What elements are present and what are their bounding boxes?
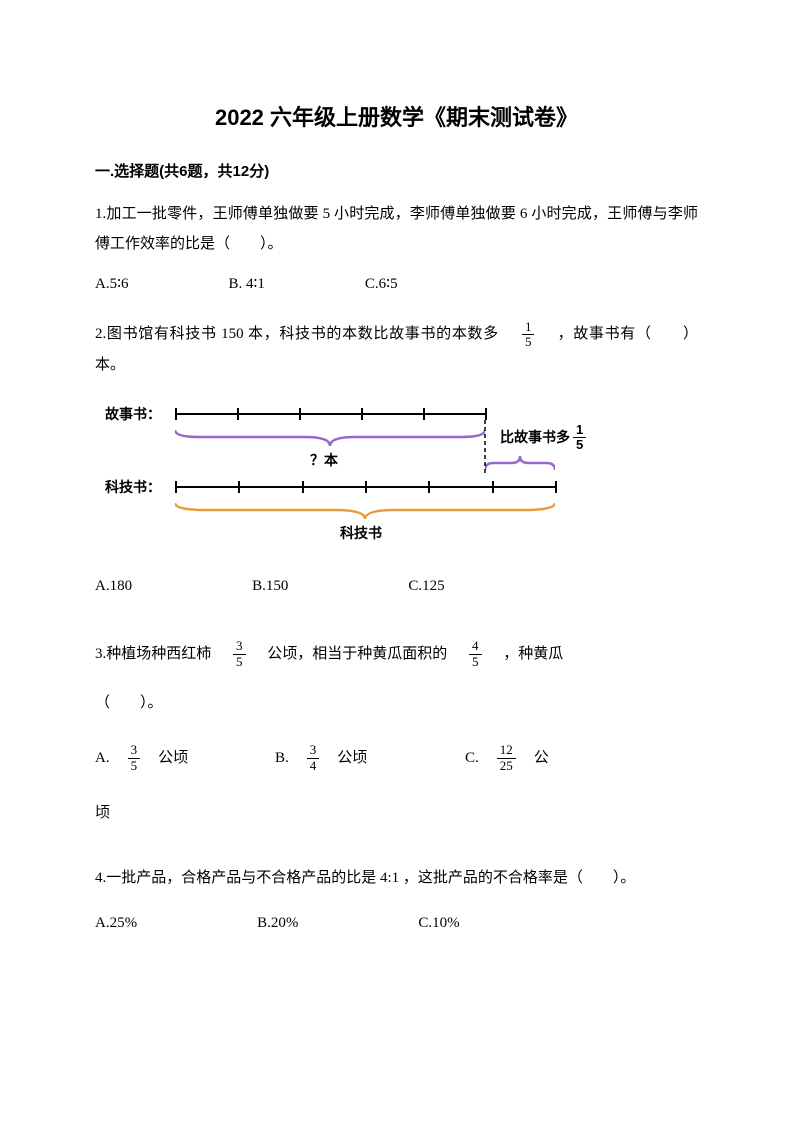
question-4: 4.一批产品，合格产品与不合格产品的比是 4:1 ，这批产品的不合格率是（ ）。… [95,863,698,938]
q3-a-prefix: A. [95,743,125,773]
q3-c-suffix: 公 [519,743,549,773]
q3-c-frac: 12 25 [497,743,516,773]
q3-option-a: A. 3 5 公顷 [95,743,275,773]
diagram-tech-row: 科技书： [105,473,698,501]
q3-b-suffix: 公顷 [322,743,367,773]
q4-option-a: A.25% [95,908,137,938]
q3-f1-num: 3 [233,639,246,654]
diagram-story-label: 故事书： [105,400,175,428]
diagram-tech-label: 科技书： [105,473,175,501]
q3-text-p2: 公顷，相当于种黄瓜面积的 [252,646,462,662]
q2-text-before: 2.图书馆有科技书 150 本，科技书的本数比故事书的本数多 [95,326,515,342]
diagram-tech-bar [175,486,555,488]
q3-text-p1: 3.种植场种西红柿 [95,646,226,662]
q2-option-b: B.150 [252,571,288,601]
q3-f2-den: 5 [469,655,482,669]
q1-text: 1.加工一批零件，王师傅单独做要 5 小时完成，李师傅单独做要 6 小时完成，王… [95,199,698,259]
q3-b-num: 3 [307,743,320,758]
q2-frac-den: 5 [522,335,535,349]
q3-fraction-2: 4 5 [469,639,482,669]
q3-b-frac: 3 4 [307,743,320,773]
q3-c-den: 25 [497,759,516,773]
question-3: 3.种植场种西红柿 3 5 公顷，相当于种黄瓜面积的 4 5 ，种黄瓜 （ ）。… [95,636,698,829]
question-1: 1.加工一批零件，王师傅单独做要 5 小时完成，李师傅单独做要 6 小时完成，王… [95,199,698,299]
q2-option-c: C.125 [408,571,444,601]
page-title: 2022 六年级上册数学《期末测试卷》 [95,100,698,135]
extra-frac-num: 1 [573,423,586,438]
q4-option-b: B.20% [257,908,298,938]
section-heading-1: 一.选择题(共6题，共12分) [95,160,698,184]
q3-c-num: 12 [497,743,516,758]
q4-options: A.25% B.20% C.10% [95,908,698,938]
diagram-tech-brace-area: 科技书 [175,501,698,541]
q1-option-b: B. 4∶1 [229,269,265,299]
q2-frac-num: 1 [522,320,535,335]
q2-option-a: A.180 [95,571,132,601]
q2-fraction: 1 5 [522,320,535,350]
q2-text: 2.图书馆有科技书 150 本，科技书的本数比故事书的本数多 1 5 ，故事书有… [95,319,698,379]
q1-options: A.5∶6 B. 4∶1 C.6∶5 [95,269,698,299]
extra-label-fraction: 1 5 [573,423,586,453]
q3-b-den: 4 [307,759,320,773]
q3-f1-den: 5 [233,655,246,669]
q3-c-line2: 顷 [95,798,698,828]
q3-a-frac: 3 5 [128,743,141,773]
question-2: 2.图书馆有科技书 150 本，科技书的本数比故事书的本数多 1 5 ，故事书有… [95,319,698,600]
q3-a-suffix: 公顷 [143,743,188,773]
q2-diagram: 故事书： ？本 比故事书多 1 5 科技书： [95,400,698,541]
extra-frac-den: 5 [573,438,586,452]
q3-options: A. 3 5 公顷 B. 3 4 公顷 C. 12 25 公 [95,743,698,773]
q3-b-prefix: B. [275,743,304,773]
q3-text: 3.种植场种西红柿 3 5 公顷，相当于种黄瓜面积的 4 5 ，种黄瓜 [95,636,698,674]
dashed-lines-icon [175,415,565,475]
tech-brace-label: 科技书 [340,519,382,547]
q3-fraction-1: 3 5 [233,639,246,669]
q3-option-b: B. 3 4 公顷 [275,743,465,773]
q1-option-c: C.6∶5 [365,269,398,299]
q3-text-p4: （ ）。 [95,688,698,718]
q3-a-num: 3 [128,743,141,758]
q3-f2-num: 4 [469,639,482,654]
q1-option-a: A.5∶6 [95,269,129,299]
q4-text: 4.一批产品，合格产品与不合格产品的比是 4:1 ，这批产品的不合格率是（ ）。 [95,863,698,893]
q2-options: A.180 B.150 C.125 [95,571,698,601]
q3-c-prefix: C. [465,743,494,773]
q3-text-p3: ，种黄瓜 [488,646,563,662]
q4-option-c: C.10% [418,908,459,938]
diagram-story-brace-area: ？本 比故事书多 1 5 [175,428,698,468]
q3-option-c: C. 12 25 公 [465,743,549,773]
q3-a-den: 5 [128,759,141,773]
